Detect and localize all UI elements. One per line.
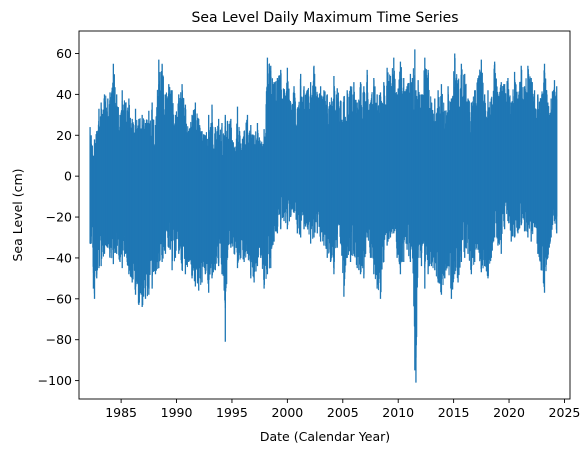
x-axis-label: Date (Calendar Year) xyxy=(260,429,390,444)
y-tick-label: 0 xyxy=(64,169,72,184)
x-tick-label: 2015 xyxy=(438,405,470,420)
y-tick-label: −20 xyxy=(46,210,72,225)
y-tick-label: 20 xyxy=(56,128,72,143)
x-tick-label: 2025 xyxy=(549,405,581,420)
x-tick-label: 2010 xyxy=(382,405,414,420)
y-tick-label: −60 xyxy=(46,291,72,306)
x-tick-label: 2020 xyxy=(493,405,525,420)
x-tick-label: 1995 xyxy=(216,405,248,420)
y-tick-label: −100 xyxy=(38,373,72,388)
x-tick-label: 2005 xyxy=(327,405,359,420)
axes-frame xyxy=(78,30,571,400)
y-tick-label: 60 xyxy=(56,46,72,61)
y-axis-label: Sea Level (cm) xyxy=(10,168,25,261)
y-tick-label: −80 xyxy=(46,332,72,347)
x-tick-label: 2000 xyxy=(271,405,303,420)
x-tick-label: 1990 xyxy=(161,405,193,420)
y-tick-label: −40 xyxy=(46,250,72,265)
plot-area xyxy=(78,30,571,400)
x-tick-label: 1985 xyxy=(105,405,137,420)
y-axis: −100 −80 −60 −40 −20 0 20 40 60 xyxy=(38,46,79,388)
x-axis: 1985 1990 1995 2000 2005 2010 2015 2020 2025 xyxy=(105,399,580,420)
series-layer xyxy=(89,49,558,383)
y-tick-label: 40 xyxy=(56,87,72,102)
chart-title: Sea Level Daily Maximum Time Series xyxy=(191,10,458,26)
